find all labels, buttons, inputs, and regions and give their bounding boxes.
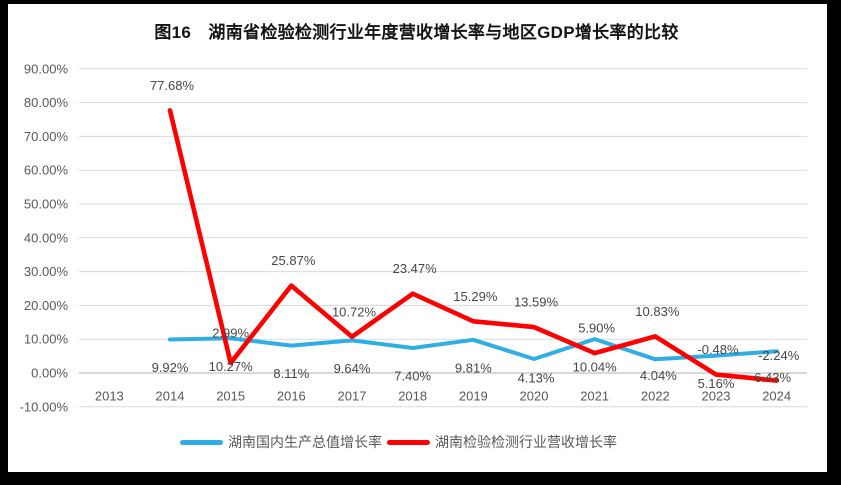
data-label: -0.48% — [697, 342, 739, 357]
x-axis-category-label: 2024 — [762, 389, 791, 404]
data-label: 2.99% — [212, 325, 249, 340]
y-axis-tick-label: 60.00% — [24, 163, 69, 178]
data-label: -2.24% — [758, 348, 800, 363]
legend-line-swatch-blue — [180, 439, 223, 445]
x-axis-category-label: 2013 — [95, 389, 124, 404]
page-edge-top — [0, 0, 841, 4]
x-axis-category-label: 2022 — [641, 389, 670, 404]
x-axis-category-label: 2016 — [277, 389, 306, 404]
x-axis-category-label: 2015 — [216, 389, 245, 404]
data-label: 5.16% — [698, 376, 735, 391]
legend-item-industry-revenue-growth: 湖南检验检测行业营收增长率 — [387, 432, 617, 452]
data-label: 77.68% — [150, 78, 195, 93]
data-label: 9.81% — [455, 360, 492, 375]
legend-line-swatch-red — [387, 439, 430, 445]
data-label: 9.64% — [334, 361, 371, 376]
data-label: 10.83% — [635, 304, 680, 319]
chart-legend: 湖南国内生产总值增长率 湖南检验检测行业营收增长率 — [0, 433, 819, 451]
y-axis-tick-label: 10.00% — [24, 332, 69, 347]
data-label: 4.04% — [640, 368, 677, 383]
y-axis-tick-label: 80.00% — [24, 95, 69, 110]
y-axis-tick-label: 40.00% — [24, 230, 69, 245]
y-axis-tick-label: -10.00% — [20, 399, 69, 414]
y-axis-tick-label: 0.00% — [31, 366, 68, 381]
data-label: 10.04% — [573, 360, 618, 375]
data-label: 23.47% — [393, 261, 438, 276]
data-label: 8.11% — [273, 366, 309, 381]
data-label: 7.40% — [394, 368, 431, 383]
chart-title: 图16 湖南省检验检测行业年度营收增长率与地区GDP增长率的比较 — [154, 23, 679, 42]
legend-label: 湖南检验检测行业营收增长率 — [435, 434, 617, 450]
page-edge-left — [0, 0, 8, 485]
x-axis-category-label: 2019 — [459, 389, 488, 404]
data-label: 13.59% — [514, 295, 559, 310]
y-axis-tick-label: 90.00% — [24, 61, 69, 76]
y-axis-tick-label: 70.00% — [24, 129, 69, 144]
data-label: 25.87% — [271, 253, 316, 268]
x-axis-category-label: 2021 — [580, 389, 609, 404]
page-edge-right — [827, 0, 841, 485]
data-label: 15.29% — [453, 289, 498, 304]
legend-item-gdp-growth: 湖南国内生产总值增长率 — [180, 432, 382, 452]
page-edge-bottom — [0, 472, 841, 485]
x-axis-category-label: 2020 — [520, 389, 549, 404]
x-axis-category-label: 2018 — [398, 389, 427, 404]
data-label: 9.92% — [152, 360, 189, 375]
y-axis-tick-label: 50.00% — [24, 197, 69, 212]
x-axis-category-label: 2014 — [156, 389, 185, 404]
y-axis-tick-label: 30.00% — [24, 264, 69, 279]
x-axis-category-label: 2023 — [702, 389, 731, 404]
series-line-revenue-growth — [167, 108, 780, 383]
y-axis-tick-label: 20.00% — [24, 298, 69, 313]
data-label: 5.90% — [578, 321, 615, 336]
x-axis-category-label: 2017 — [338, 389, 367, 404]
legend-label: 湖南国内生产总值增长率 — [228, 434, 382, 450]
data-label: 10.27% — [209, 359, 254, 374]
data-label: 10.72% — [332, 304, 377, 319]
data-label: 6.43% — [754, 370, 791, 385]
data-label: 4.13% — [518, 371, 555, 386]
series-line-gdp-growth — [168, 336, 779, 362]
